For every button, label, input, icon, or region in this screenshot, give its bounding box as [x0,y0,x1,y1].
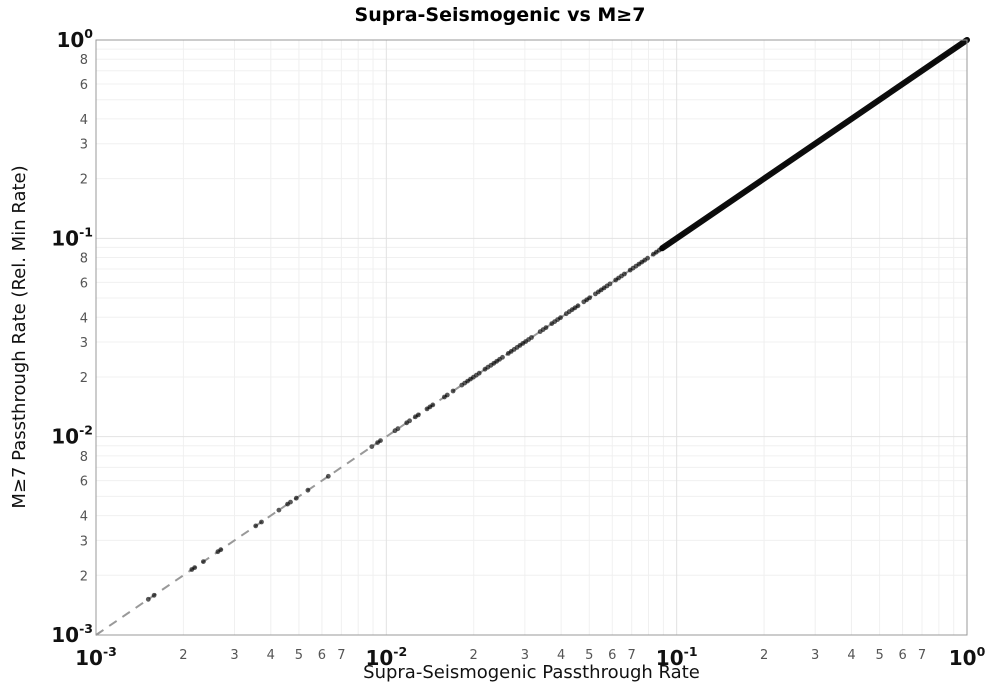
svg-text:7: 7 [918,648,926,663]
svg-text:8: 8 [80,252,88,267]
svg-text:10-2: 10-2 [365,644,407,670]
svg-text:8: 8 [80,53,88,68]
svg-text:6: 6 [80,475,88,490]
svg-text:10-3: 10-3 [51,621,93,647]
svg-text:4: 4 [80,510,88,525]
svg-text:5: 5 [295,648,303,663]
svg-text:5: 5 [585,648,593,663]
svg-text:7: 7 [337,648,345,663]
chart-title: Supra-Seismogenic vs M≥7 [354,4,646,26]
svg-text:4: 4 [80,113,88,128]
svg-text:10-1: 10-1 [51,224,93,250]
svg-text:8: 8 [80,450,88,465]
svg-text:6: 6 [898,648,906,663]
svg-text:2: 2 [760,648,768,663]
svg-text:5: 5 [875,648,883,663]
scatter-points [145,37,970,602]
svg-text:4: 4 [80,311,88,326]
svg-text:3: 3 [811,648,819,663]
svg-text:3: 3 [230,648,238,663]
svg-text:10-3: 10-3 [75,644,117,670]
svg-text:10-1: 10-1 [656,644,698,670]
svg-text:4: 4 [847,648,855,663]
y-tick-labels: 100 10-1 10-2 10-3 8 6 4 3 2 8 6 4 3 2 8 6 4 3 2 [51,26,93,647]
svg-text:3: 3 [80,534,88,549]
svg-text:100: 100 [56,26,93,52]
svg-text:2: 2 [470,648,478,663]
svg-text:2: 2 [80,569,88,584]
svg-text:100: 100 [949,644,986,670]
svg-text:4: 4 [557,648,565,663]
svg-text:6: 6 [80,276,88,291]
gridlines [96,40,967,635]
svg-text:3: 3 [80,138,88,153]
plot-border [95,39,968,636]
svg-text:2: 2 [80,173,88,188]
svg-text:3: 3 [521,648,529,663]
svg-text:2: 2 [179,648,187,663]
svg-text:6: 6 [80,78,88,93]
svg-text:6: 6 [318,648,326,663]
svg-text:3: 3 [80,336,88,351]
svg-text:4: 4 [267,648,275,663]
svg-text:6: 6 [608,648,616,663]
x-axis-title: Supra-Seismogenic Passthrough Rate [363,662,700,683]
svg-text:7: 7 [628,648,636,663]
svg-text:10-2: 10-2 [51,423,93,449]
svg-text:2: 2 [80,371,88,386]
